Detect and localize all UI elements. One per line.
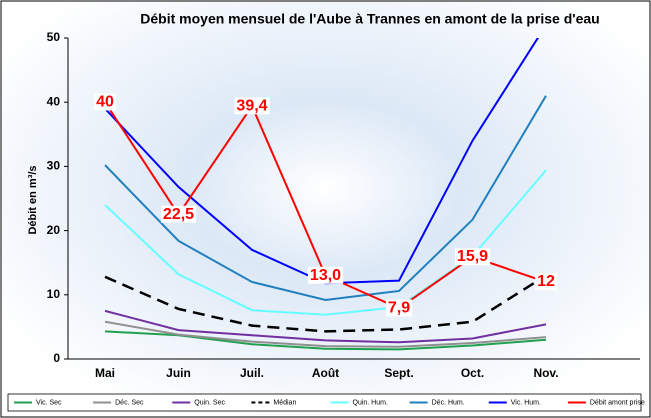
x-tick-label: Mai	[95, 366, 115, 380]
x-tick-label: Nov.	[533, 366, 558, 380]
x-tick-label: Sept.	[384, 366, 413, 380]
y-tick-label: 50	[47, 30, 61, 44]
data-label-bg	[454, 248, 491, 266]
series-line	[104, 95, 547, 301]
legend-label: Vic. Hum.	[511, 399, 541, 406]
legend-label: Déc. Sec	[115, 399, 144, 406]
legend	[7, 393, 642, 412]
y-axis-label: Débit en m³/s	[27, 165, 39, 234]
y-tick-label: 0	[53, 351, 60, 365]
series-line	[104, 309, 547, 344]
y-tick-label: 30	[47, 159, 61, 173]
legend-label: Débit amont prise	[590, 399, 645, 406]
data-label-bg	[535, 273, 557, 291]
data-label-bg	[307, 266, 344, 284]
data-label: 15,9	[457, 248, 488, 265]
data-label-bg	[94, 93, 116, 111]
chart-title: Débit moyen mensuel de l'Aube à Trannes …	[140, 11, 599, 27]
legend-label: Vic. Sec	[36, 399, 62, 406]
legend-label: Déc. Hum.	[432, 399, 465, 406]
y-tick-label: 20	[47, 223, 61, 237]
data-label: 39,4	[236, 97, 267, 114]
series-line	[104, 320, 547, 348]
data-label-bg	[385, 299, 413, 317]
x-tick-label: Juin	[166, 366, 191, 380]
data-label-bg	[160, 205, 197, 223]
y-tick-label: 10	[47, 287, 61, 301]
data-label-bg	[234, 97, 270, 115]
legend-label: Quin. Sec	[194, 399, 225, 406]
data-label: 7,9	[388, 300, 410, 317]
series-line	[104, 274, 547, 333]
x-tick-label: Oct.	[461, 366, 484, 380]
x-tick-label: Août	[312, 366, 339, 380]
y-tick-label: 40	[47, 94, 61, 108]
data-label: 12	[537, 273, 555, 290]
data-label: 13,0	[310, 267, 341, 284]
legend-label: Médian	[273, 399, 296, 406]
x-tick-label: Juil.	[240, 366, 264, 380]
data-label: 40	[96, 93, 114, 110]
data-label: 22,5	[163, 206, 194, 223]
legend-label: Quin. Hum.	[353, 399, 388, 406]
